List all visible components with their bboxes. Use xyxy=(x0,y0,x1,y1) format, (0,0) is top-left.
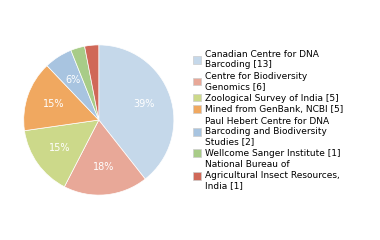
Wedge shape xyxy=(71,46,99,120)
Text: 18%: 18% xyxy=(93,162,114,172)
Wedge shape xyxy=(47,50,99,120)
Wedge shape xyxy=(99,45,174,179)
Wedge shape xyxy=(24,66,99,131)
Wedge shape xyxy=(64,120,145,195)
Wedge shape xyxy=(85,45,99,120)
Text: 39%: 39% xyxy=(133,100,154,109)
Legend: Canadian Centre for DNA
Barcoding [13], Centre for Biodiversity
Genomics [6], Zo: Canadian Centre for DNA Barcoding [13], … xyxy=(193,50,343,190)
Text: 15%: 15% xyxy=(49,143,71,152)
Wedge shape xyxy=(24,120,99,187)
Text: 6%: 6% xyxy=(65,75,81,85)
Text: 15%: 15% xyxy=(43,100,65,109)
